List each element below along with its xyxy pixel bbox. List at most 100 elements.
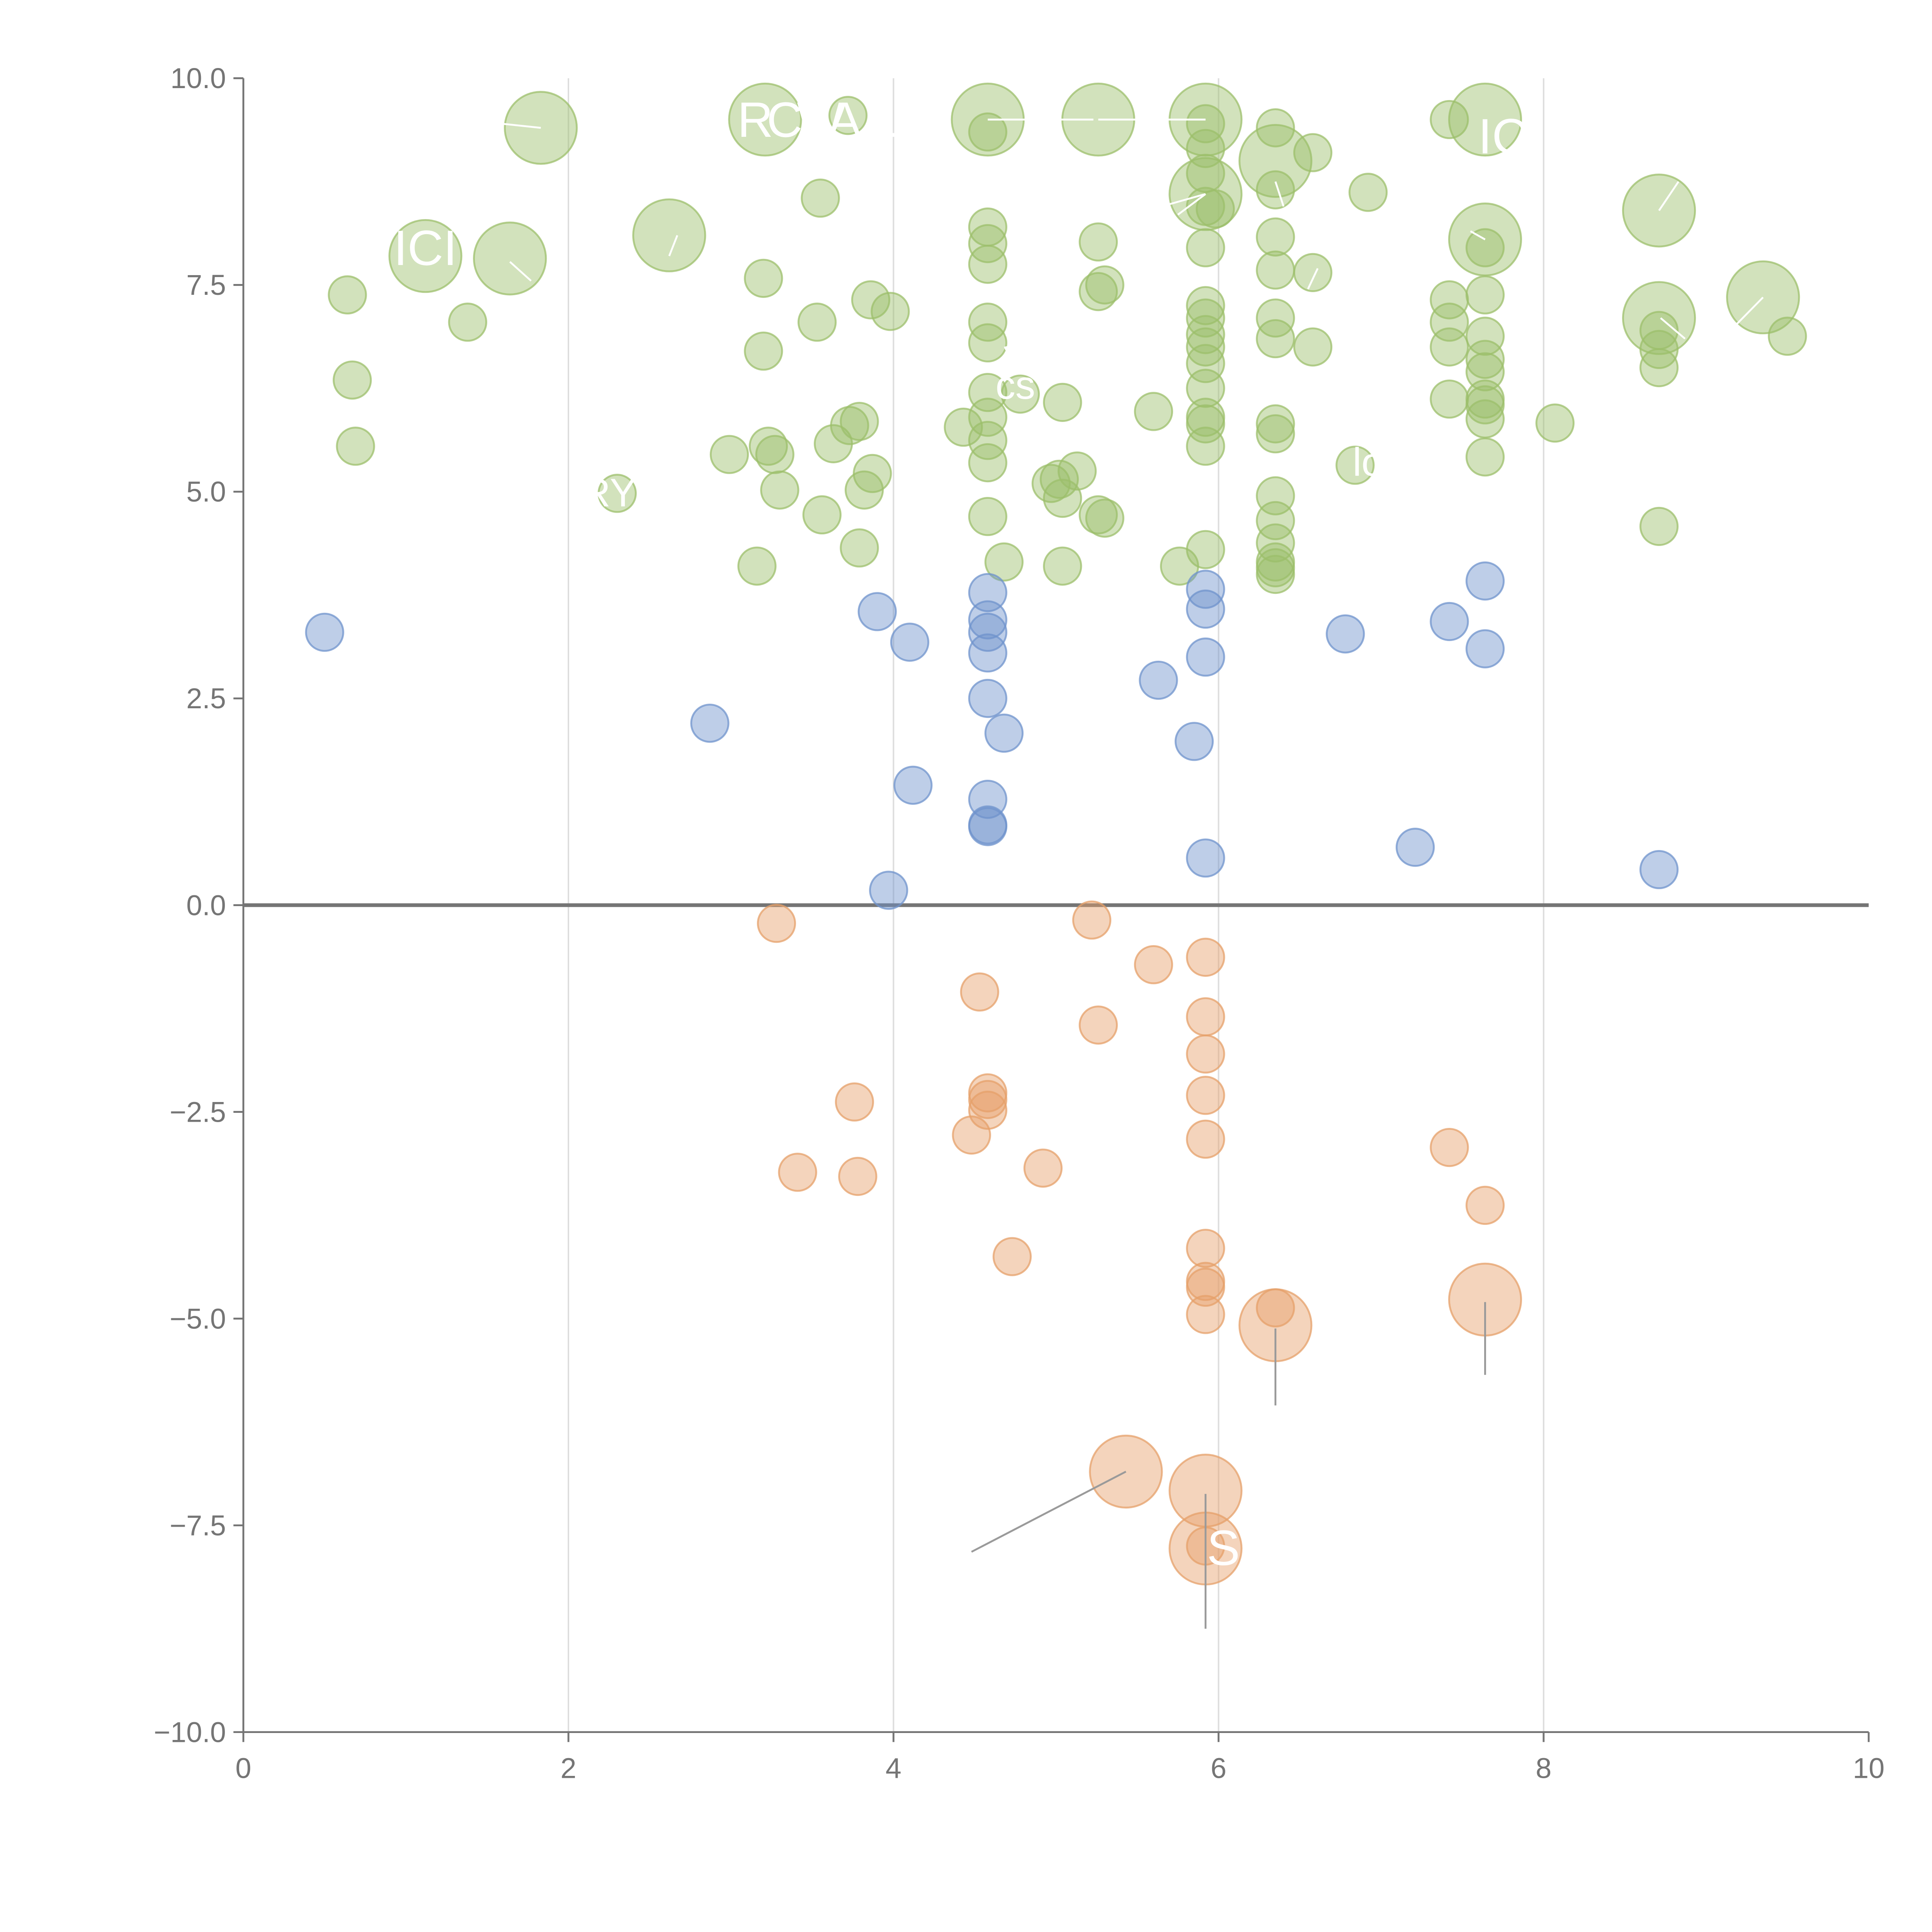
weak-positive-bubble xyxy=(690,704,730,743)
strong-positive-bubble xyxy=(728,82,802,157)
strong-positive-bubble xyxy=(760,470,799,510)
leader-lines xyxy=(463,119,1764,1629)
strong-positive-bubble xyxy=(968,303,1007,342)
x-tick-label: 6 xyxy=(1211,1752,1226,1784)
x-tick-label: 10 xyxy=(1853,1752,1884,1784)
strong-positive-bubble xyxy=(830,406,869,445)
strong-positive-bubble xyxy=(1085,498,1124,538)
weak-positive-bubble xyxy=(968,612,1007,652)
leader-line xyxy=(1660,317,1686,340)
weak-positive-bubble xyxy=(968,633,1007,673)
strong-positive-bubble xyxy=(1186,530,1225,569)
leader-line xyxy=(463,119,541,129)
strong-positive-bubble xyxy=(1535,403,1575,443)
strong-positive-bubble xyxy=(1186,298,1225,338)
strong-positive-bubble xyxy=(1256,501,1295,541)
negative-bubble xyxy=(1186,1295,1225,1334)
negative-bubble xyxy=(1186,1119,1225,1159)
strong-positive-bubble xyxy=(448,303,487,342)
strong-positive-bubble xyxy=(944,407,983,447)
strong-positive-bubble xyxy=(1256,414,1295,454)
leader-line xyxy=(1307,268,1319,290)
negative-bubble xyxy=(952,1115,991,1155)
weak-positive-bubble xyxy=(1430,602,1469,641)
strong-positive-bubble xyxy=(1430,327,1469,367)
strong-positive-bubble xyxy=(1465,275,1505,315)
strong-positive-bubble xyxy=(1430,379,1469,419)
strong-positive-bubble xyxy=(871,292,910,331)
strong-positive-bubble xyxy=(840,528,879,568)
negative-bubble xyxy=(1186,1229,1225,1268)
strong-positive-bubble xyxy=(1256,170,1295,209)
strong-positive-bubble xyxy=(798,303,837,342)
negative-bubble xyxy=(1186,1034,1225,1074)
weak-positive-bubble xyxy=(968,679,1007,718)
negative-bubble xyxy=(960,972,999,1012)
strong-positive-bubble xyxy=(968,421,1007,460)
strong-positive-bubble xyxy=(1256,554,1295,594)
strong-positive-bubble xyxy=(1078,222,1118,262)
weak-positive-bubble xyxy=(1186,637,1225,677)
weak-positive-bubble xyxy=(1465,561,1505,601)
strong-positive-bubble xyxy=(1186,315,1225,354)
weak-positive-bubble xyxy=(305,612,344,652)
weak-positive-bubble xyxy=(1186,838,1225,878)
weak-positive-bubble xyxy=(1465,629,1505,668)
strong-positive-bubble xyxy=(1293,133,1333,172)
leader-line xyxy=(1161,193,1206,207)
negative-bubble xyxy=(1023,1148,1063,1188)
strong-positive-bubble xyxy=(1639,348,1679,388)
y-tick-label: −2.5 xyxy=(170,1096,226,1128)
strong-positive-bubble xyxy=(328,275,367,315)
leader-line xyxy=(1730,296,1764,331)
bubble-label: R xyxy=(737,92,773,148)
weak-positive-bubble xyxy=(968,805,1007,845)
weak-positive-bubble xyxy=(984,713,1024,753)
strong-positive-bubble xyxy=(968,224,1007,264)
strong-positive-bubble xyxy=(1768,316,1807,356)
strong-positive-bubble xyxy=(802,495,842,535)
strong-positive-bubble xyxy=(845,470,884,510)
strong-positive-bubble xyxy=(1078,272,1118,311)
negative-bubble xyxy=(835,1082,874,1122)
y-tick-label: 10.0 xyxy=(170,62,226,94)
weak-positive-bubble xyxy=(857,592,897,631)
weak-positive-bubble xyxy=(1639,850,1679,889)
strong-positive-bubble xyxy=(1335,446,1375,485)
x-tick-label: 0 xyxy=(235,1752,251,1784)
negative-bubble xyxy=(1072,900,1112,940)
strong-positive-bubble xyxy=(1256,319,1295,359)
strong-positive-bubble xyxy=(1256,217,1295,257)
strong-positive-bubble xyxy=(744,332,783,371)
strong-positive-bubble xyxy=(1186,427,1225,466)
strong-positive-bubble xyxy=(968,323,1007,362)
bubble-label: W xyxy=(797,92,844,148)
strong-positive-bubble xyxy=(473,221,547,296)
leader-line xyxy=(971,1471,1126,1553)
negative-bubble xyxy=(992,1237,1032,1276)
negative-bubble xyxy=(1186,937,1225,977)
strong-positive-bubble xyxy=(1465,352,1505,391)
y-tick-label: 5.0 xyxy=(186,476,226,508)
negative-bubble xyxy=(968,1090,1007,1130)
negative-bubble xyxy=(1186,1267,1225,1307)
bubble-label: ICI xyxy=(394,221,457,276)
leader-line xyxy=(509,261,532,282)
leader-line xyxy=(1274,181,1285,207)
negative-bubble xyxy=(838,1156,878,1196)
weak-positive-bubble xyxy=(968,573,1007,612)
weak-positive-bubble xyxy=(890,622,930,662)
strong-positive-bubble xyxy=(737,546,777,586)
negative-bubble xyxy=(1465,1185,1505,1225)
strong-positive-bubble xyxy=(1293,327,1333,367)
y-tick-label: −10.0 xyxy=(154,1716,226,1748)
weak-positive-bubble xyxy=(1186,570,1225,609)
axes: 0 2 4 6 8 10 10.0 7.5 5.0 2.5 0.0 −2.5 −5.0 −7.5 −10.0 xyxy=(154,62,1884,1784)
strong-positive-bubble xyxy=(1085,265,1124,305)
weak-positive-bubble xyxy=(1174,722,1214,761)
y-tick-label: 2.5 xyxy=(186,682,226,714)
strong-positive-bubble xyxy=(1465,399,1505,439)
weak-positive-bubble xyxy=(1186,589,1225,629)
strong-positive-bubble xyxy=(1134,392,1173,431)
bubble-label: lo xyxy=(1353,440,1384,484)
